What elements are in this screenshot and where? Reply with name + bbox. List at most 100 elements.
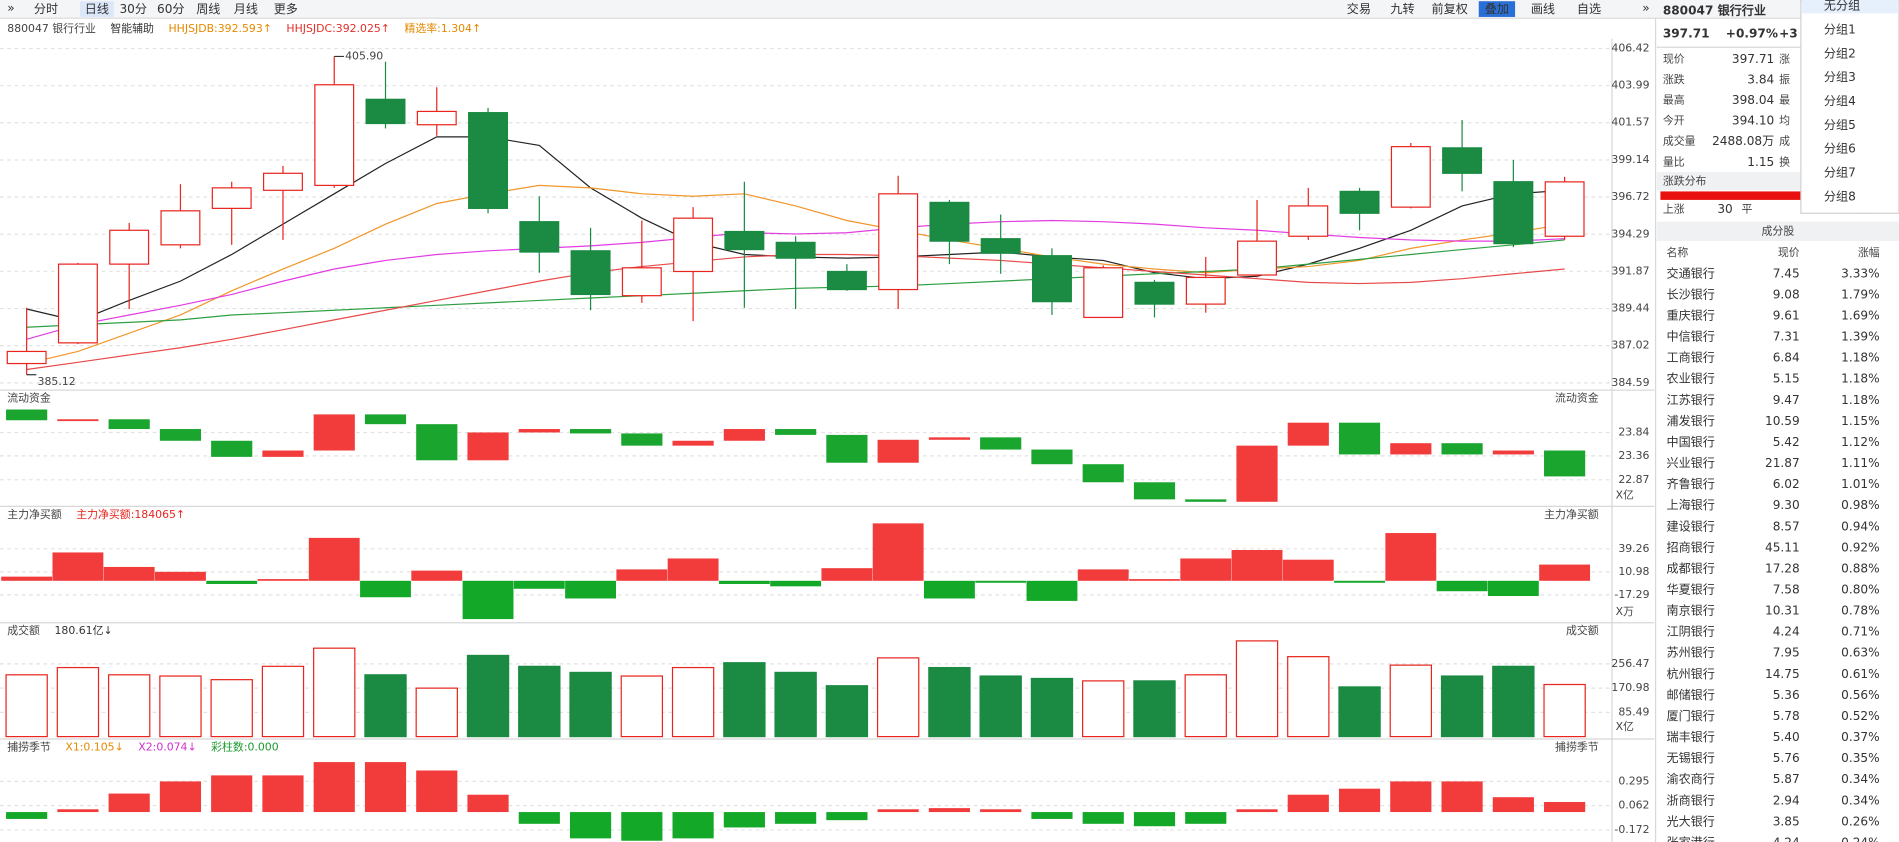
tool-button[interactable]: 自选 xyxy=(1577,2,1601,16)
indicator-bar xyxy=(462,580,514,620)
indicator-bar xyxy=(360,580,411,598)
list-cell: 0.94% xyxy=(1841,519,1879,533)
volume-bar xyxy=(466,654,510,738)
candle-body xyxy=(1134,281,1175,305)
pane-legend: 智能辅助 xyxy=(110,21,154,35)
column-header[interactable]: 现价 xyxy=(1778,246,1800,259)
indicator-bar xyxy=(52,552,104,581)
volume-bar xyxy=(569,671,612,738)
list-cell: 0.37% xyxy=(1841,730,1879,744)
list-cell[interactable]: 中国银行 xyxy=(1666,434,1714,449)
list-cell: 5.40 xyxy=(1773,730,1800,744)
quote-value: 397.71 xyxy=(1732,52,1774,66)
candle-body xyxy=(314,84,355,187)
indicator-bar xyxy=(1185,812,1227,824)
list-cell[interactable]: 中信银行 xyxy=(1666,329,1714,344)
indicator-bar xyxy=(826,812,868,821)
list-cell[interactable]: 交通银行 xyxy=(1666,265,1714,280)
y-tick-label: 394.29 xyxy=(1611,227,1649,240)
list-cell[interactable]: 无锡银行 xyxy=(1666,750,1714,765)
list-cell[interactable]: 张家港行 xyxy=(1666,834,1714,842)
list-cell[interactable]: 长沙银行 xyxy=(1666,287,1714,301)
volume-bar xyxy=(825,685,869,738)
tool-button[interactable]: 前复权 xyxy=(1432,1,1468,16)
list-cell[interactable]: 渝农商行 xyxy=(1666,771,1714,786)
candle-body xyxy=(929,201,970,242)
y-tick-label: 10.98 xyxy=(1618,565,1649,578)
y-tick-label: 389.44 xyxy=(1611,302,1649,315)
list-cell[interactable]: 杭州银行 xyxy=(1666,666,1714,681)
list-cell[interactable]: 邮储银行 xyxy=(1666,687,1714,702)
list-cell: 5.76 xyxy=(1773,751,1800,765)
list-cell[interactable]: 瑞丰银行 xyxy=(1666,730,1714,744)
indicator-bar xyxy=(308,537,360,581)
list-cell[interactable]: 江阴银行 xyxy=(1666,625,1714,639)
tool-button[interactable]: 画线 xyxy=(1531,2,1555,16)
period-tab[interactable]: 日线 xyxy=(85,2,109,16)
list-cell[interactable]: 兴业银行 xyxy=(1666,456,1714,470)
indicator-bar xyxy=(364,762,407,813)
list-cell: 5.78 xyxy=(1773,709,1800,723)
list-cell[interactable]: 上海银行 xyxy=(1666,497,1714,512)
flow-bar xyxy=(1338,422,1381,455)
tool-button[interactable]: 叠加 xyxy=(1485,2,1509,16)
pane-title: 880047 银行行业 xyxy=(7,21,96,35)
indicator-bar xyxy=(821,568,873,581)
y-tick-label: 23.84 xyxy=(1618,425,1649,438)
list-cell[interactable]: 重庆银行 xyxy=(1666,308,1714,322)
menu-item[interactable]: 分组8 xyxy=(1824,189,1856,203)
quote-value: 2488.08万 xyxy=(1712,134,1774,148)
pane-legend: 180.61亿↓ xyxy=(54,624,112,637)
pane-legend: X1:0.105↓ xyxy=(65,741,123,754)
pane-right-title: 流动资金 xyxy=(1555,391,1599,405)
list-cell[interactable]: 厦门银行 xyxy=(1666,708,1714,723)
list-cell: 2.94 xyxy=(1773,793,1800,807)
list-cell[interactable]: 浦发银行 xyxy=(1666,413,1714,428)
period-tab[interactable]: 月线 xyxy=(234,2,258,16)
list-cell[interactable]: 南京银行 xyxy=(1666,603,1714,618)
column-header[interactable]: 名称 xyxy=(1666,245,1688,259)
tab-active-bg xyxy=(79,1,114,17)
list-cell[interactable]: 农业银行 xyxy=(1666,372,1714,386)
unit-label: X亿 xyxy=(1616,489,1634,502)
menu-item[interactable]: 分组5 xyxy=(1824,118,1856,132)
list-cell[interactable]: 成都银行 xyxy=(1666,561,1714,575)
menu-item[interactable]: 分组4 xyxy=(1824,94,1856,108)
period-tab[interactable]: 60分 xyxy=(157,2,185,16)
period-tab[interactable]: 更多 xyxy=(274,2,298,16)
period-tab[interactable]: 30分 xyxy=(119,2,147,16)
list-cell[interactable]: 招商银行 xyxy=(1666,539,1714,554)
menu-item[interactable]: 分组1 xyxy=(1824,22,1856,36)
collapse-icon[interactable]: » xyxy=(7,1,14,15)
menu-item[interactable]: 无分组 xyxy=(1824,0,1860,13)
period-tab[interactable]: 分时 xyxy=(34,2,58,16)
list-cell[interactable]: 江苏银行 xyxy=(1666,393,1714,407)
period-tab[interactable]: 周线 xyxy=(196,2,220,16)
list-cell[interactable]: 光大银行 xyxy=(1666,814,1714,828)
candle-body xyxy=(262,172,303,191)
menu-item[interactable]: 分组6 xyxy=(1824,142,1856,156)
list-cell[interactable]: 华夏银行 xyxy=(1666,582,1714,597)
list-cell: 1.01% xyxy=(1841,477,1879,491)
flow-bar xyxy=(1031,449,1073,465)
tool-button[interactable]: 交易 xyxy=(1347,1,1371,16)
menu-item[interactable]: 分组7 xyxy=(1824,166,1856,180)
indicator-bar xyxy=(411,570,463,581)
expand-icon[interactable]: » xyxy=(1642,1,1649,15)
tool-button[interactable]: 九转 xyxy=(1390,1,1414,16)
list-cell: 0.26% xyxy=(1841,814,1879,828)
quote-label: 涨跌 xyxy=(1663,72,1685,86)
menu-item[interactable]: 分组3 xyxy=(1824,70,1856,84)
indicator-bar xyxy=(1,576,53,581)
menu-item[interactable]: 分组2 xyxy=(1824,46,1856,60)
list-cell[interactable]: 建设银行 xyxy=(1666,519,1714,533)
column-header[interactable]: 涨幅 xyxy=(1858,246,1880,259)
list-cell[interactable]: 工商银行 xyxy=(1666,350,1714,365)
list-cell: 5.42 xyxy=(1773,435,1800,449)
list-cell: 0.78% xyxy=(1841,604,1879,618)
list-cell[interactable]: 苏州银行 xyxy=(1666,646,1714,660)
indicator-bar xyxy=(262,775,304,813)
list-cell[interactable]: 浙商银行 xyxy=(1666,792,1714,807)
list-cell[interactable]: 齐鲁银行 xyxy=(1666,476,1714,491)
